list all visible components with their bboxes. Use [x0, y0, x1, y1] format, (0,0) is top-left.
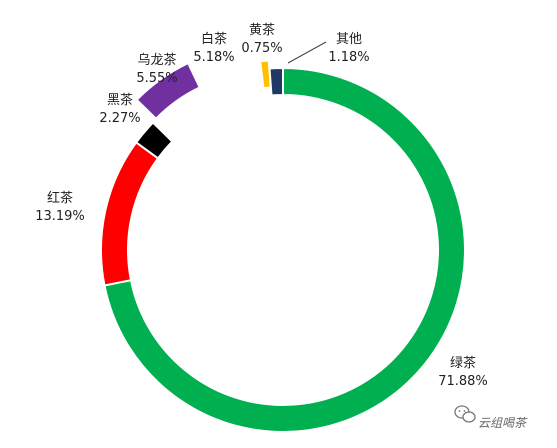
slice-name-2: 黑茶	[107, 92, 133, 108]
slice-name-5: 黄茶	[249, 22, 275, 38]
slice-0	[103, 66, 466, 433]
slice-label-2: 黑茶 2.27%	[99, 92, 140, 126]
slice-value-1: 13.19%	[35, 209, 85, 224]
slice-name-3: 乌龙茶	[137, 52, 176, 68]
slice-labels: 绿茶 71.88% 红茶 13.19% 黑茶 2.27% 乌龙茶 5.55% 白茶 5.18% 黄茶…	[35, 22, 488, 389]
slice-value-2: 2.27%	[99, 111, 140, 126]
slice-value-5: 0.75%	[241, 41, 282, 56]
slice-2	[134, 121, 174, 160]
slice-3	[135, 61, 202, 121]
slice-name-6: 其他	[336, 32, 362, 47]
slice-name-4: 白茶	[201, 31, 227, 47]
slice-value-4: 5.18%	[193, 50, 234, 65]
leader-line-other	[287, 41, 327, 64]
slice-name-1: 红茶	[47, 190, 73, 206]
slice-label-5: 黄茶 0.75%	[241, 22, 282, 56]
slice-value-3: 5.55%	[136, 71, 177, 86]
slice-6	[268, 66, 284, 97]
slice-1	[100, 140, 160, 287]
slice-value-6: 1.18%	[328, 50, 369, 65]
slice-label-1: 红茶 13.19%	[35, 190, 85, 224]
slice-label-0: 绿茶 71.88%	[438, 355, 488, 389]
slice-value-0: 71.88%	[438, 374, 488, 389]
wechat-icon	[454, 405, 476, 423]
slice-name-0: 绿茶	[450, 355, 476, 371]
slice-4	[190, 24, 253, 68]
watermark: 云组喝茶	[454, 405, 528, 430]
watermark-text: 云组喝茶	[478, 416, 528, 430]
donut-slices	[100, 24, 466, 433]
slice-label-4: 白茶 5.18%	[193, 31, 234, 65]
slice-label-6: 其他 1.18%	[328, 32, 369, 65]
slice-label-3: 乌龙茶 5.55%	[136, 52, 177, 86]
